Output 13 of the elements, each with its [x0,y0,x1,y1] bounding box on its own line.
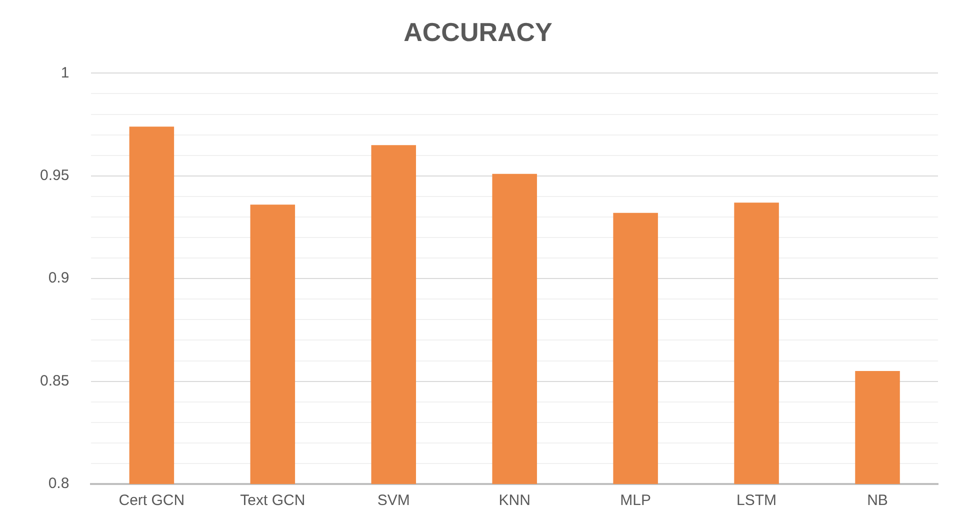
y-tick-label: 0.85 [40,372,70,390]
chart-title: ACCURACY [404,16,552,47]
x-tick-label: NB [867,492,888,510]
x-tick-label: LSTM [736,492,777,510]
x-tick-label: KNN [498,492,530,510]
x-tick-label: Text GCN [240,492,306,510]
x-tick-label: SVM [377,492,410,510]
x-tick-label: MLP [620,492,651,510]
x-tick-label: Cert GCN [118,492,185,510]
y-tick-label: 0.8 [48,475,70,492]
y-tick-label: 0.95 [40,167,70,184]
y-tick-label: 0.9 [48,270,70,287]
y-tick-label: 1 [60,64,70,82]
